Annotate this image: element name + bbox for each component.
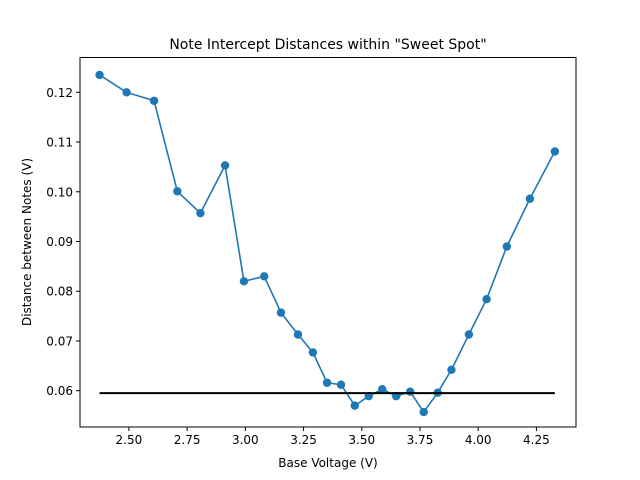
data-point bbox=[308, 348, 318, 357]
y-tick-label: 0.09 bbox=[46, 235, 73, 249]
data-point bbox=[525, 194, 535, 203]
data-point bbox=[419, 407, 428, 417]
data-point bbox=[122, 88, 131, 97]
axes-frame bbox=[79, 57, 577, 428]
data-point bbox=[220, 161, 230, 170]
data-point bbox=[173, 187, 182, 196]
x-tick-label: 3.75 bbox=[407, 433, 434, 447]
data-point bbox=[336, 380, 346, 389]
x-tick-label: 3.00 bbox=[232, 433, 259, 447]
y-tick-label: 0.11 bbox=[46, 136, 73, 150]
data-point bbox=[95, 70, 104, 80]
data-point bbox=[447, 365, 456, 375]
y-tick-label: 0.10 bbox=[46, 185, 73, 199]
data-point bbox=[276, 308, 286, 317]
data-point bbox=[350, 401, 359, 410]
data-point bbox=[464, 330, 474, 339]
x-tick-label: 4.25 bbox=[523, 433, 550, 447]
data-point bbox=[239, 277, 249, 286]
y-tick-label: 0.12 bbox=[46, 86, 73, 100]
x-tick-label: 2.50 bbox=[116, 433, 143, 447]
plot-area bbox=[95, 70, 560, 417]
y-tick-label: 0.07 bbox=[46, 334, 73, 348]
data-point bbox=[196, 208, 205, 218]
y-tick-label: 0.06 bbox=[46, 384, 73, 398]
x-tick-label: 2.75 bbox=[174, 433, 201, 447]
data-point bbox=[482, 294, 491, 304]
data-point bbox=[293, 330, 303, 339]
x-tick-label: 4.00 bbox=[465, 433, 492, 447]
x-tick-label: 3.50 bbox=[348, 433, 375, 447]
data-point bbox=[378, 385, 387, 394]
y-tick-label: 0.08 bbox=[46, 285, 73, 299]
data-point bbox=[550, 147, 560, 156]
data-point bbox=[322, 378, 332, 387]
data-point bbox=[406, 387, 415, 396]
x-tick-label: 3.25 bbox=[290, 433, 317, 447]
axis-ticks: 2.50 2.75 3.00 3.25 3.50 3.75 4.00 4.25 0.06 0.07… bbox=[46, 86, 549, 447]
chart-title: Note Intercept Distances within "Sweet S… bbox=[169, 37, 486, 53]
x-axis-label: Base Voltage (V) bbox=[278, 456, 377, 470]
data-point bbox=[502, 242, 512, 251]
data-point bbox=[149, 96, 159, 105]
data-point bbox=[260, 272, 269, 281]
series-0-line bbox=[99, 74, 556, 413]
y-axis-label: Distance between Notes (V) bbox=[20, 158, 34, 326]
